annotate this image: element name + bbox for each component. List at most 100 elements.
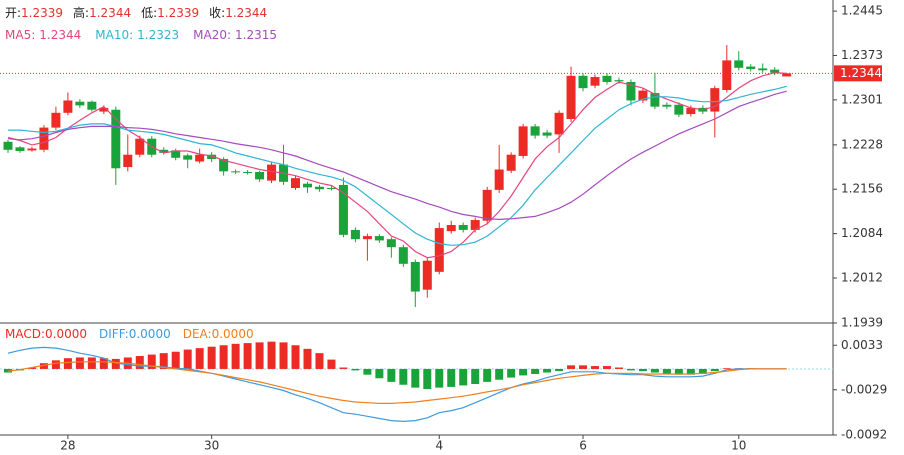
candle-body	[63, 100, 73, 113]
series-line	[7, 72, 787, 259]
candle-body	[590, 77, 600, 86]
macd-bar	[27, 367, 36, 369]
x-tick-label: 6	[579, 439, 587, 453]
series-line	[7, 361, 787, 404]
candle-body	[626, 81, 636, 101]
macd-bar	[279, 342, 288, 369]
legend-value: 1.2315	[235, 28, 277, 42]
macd-bar	[531, 368, 540, 374]
macd-bar	[387, 368, 396, 382]
legend-label: 高:	[73, 5, 89, 20]
candle-body	[470, 220, 480, 230]
candle-body	[578, 75, 588, 89]
candle-body	[446, 224, 456, 232]
legend-label: MA20:	[193, 28, 231, 42]
macd-bar	[710, 368, 719, 372]
y-tick-label: 1.1939	[841, 316, 883, 330]
candle-body	[231, 171, 241, 173]
macd-bar	[519, 368, 528, 376]
candle-body	[734, 60, 744, 68]
macd-bar	[183, 349, 192, 369]
macd-bar	[650, 368, 659, 373]
series-line	[7, 90, 787, 221]
candle-body	[758, 68, 768, 71]
candle-body	[183, 155, 193, 160]
legend-value: 1.2339	[21, 6, 63, 20]
macd-bar	[111, 358, 120, 369]
last-price-label: 1.2344	[840, 66, 882, 80]
macd-bar	[698, 368, 707, 374]
macd-bar	[614, 367, 623, 369]
macd-bar	[662, 368, 671, 374]
candle-body	[51, 112, 61, 128]
candle-body	[566, 75, 576, 119]
last-price-box	[834, 65, 882, 82]
legend-label: DIFF:	[99, 327, 129, 341]
macd-bar	[63, 358, 72, 369]
legend-value: 1.2344	[89, 6, 131, 20]
macd-bar	[171, 351, 180, 369]
candle-body	[123, 154, 133, 168]
candle-body	[350, 229, 360, 240]
candle-body	[195, 154, 205, 162]
macd-bar	[99, 358, 108, 369]
macd-bar	[87, 357, 96, 369]
x-tick-label: 28	[60, 439, 75, 453]
candle-body	[243, 171, 253, 173]
legend-label: MACD:	[5, 327, 45, 341]
macd-bar	[447, 368, 456, 387]
y-tick-label: 1.2084	[841, 226, 883, 240]
macd-bar	[507, 368, 516, 378]
candle-body	[722, 60, 732, 90]
y-tick-label: 1.2373	[841, 48, 883, 62]
legend-value: 1.2344	[225, 6, 267, 20]
series-line	[8, 85, 787, 246]
candle-body	[362, 236, 372, 240]
macd-bar	[255, 342, 264, 369]
macd-bar	[435, 368, 444, 388]
candle-body	[338, 184, 348, 235]
candle-body	[434, 228, 444, 272]
macd-bar	[75, 357, 84, 369]
macd-bar	[267, 341, 276, 369]
macd-bar	[638, 368, 647, 372]
macd-bar	[51, 360, 60, 369]
legend-value: 1.2344	[39, 28, 81, 42]
candle-body	[458, 224, 468, 230]
y-tick-label: 1.2228	[841, 137, 883, 151]
candle-body	[782, 73, 792, 77]
candle-body	[770, 69, 780, 73]
candle-body	[374, 236, 384, 241]
legend-label: 开:	[5, 6, 21, 20]
y-tick-label: 1.2445	[841, 4, 883, 18]
candle-body	[518, 126, 528, 156]
candle-body	[638, 90, 648, 101]
legend-value: 1.2323	[137, 28, 179, 42]
ma-legend: MA5: 1.2344 MA10: 1.2323 MA20: 1.2315	[5, 28, 277, 42]
candle-body	[39, 127, 49, 150]
macd-bar	[591, 366, 600, 369]
candle-body	[482, 189, 492, 221]
macd-bar	[674, 368, 683, 375]
candle-body	[650, 93, 660, 107]
y-tick-label: -0.0092	[841, 428, 887, 442]
x-tick-label: 30	[204, 439, 219, 453]
macd-bar	[495, 368, 504, 380]
candle-body	[686, 107, 696, 115]
candle-body	[398, 247, 408, 264]
candle-body	[219, 159, 229, 172]
candle-body	[422, 260, 432, 290]
macd-bar	[303, 348, 312, 369]
macd-bar	[483, 368, 492, 382]
macd-bar	[231, 343, 240, 369]
candle-body	[530, 126, 540, 136]
macd-bar	[207, 346, 216, 369]
candle-body	[255, 171, 265, 180]
macd-bar	[579, 365, 588, 369]
macd-bar	[339, 367, 348, 369]
macd-bar	[411, 368, 420, 388]
macd-bar	[219, 345, 228, 369]
candle-body	[314, 186, 324, 190]
candle-body	[662, 104, 672, 107]
